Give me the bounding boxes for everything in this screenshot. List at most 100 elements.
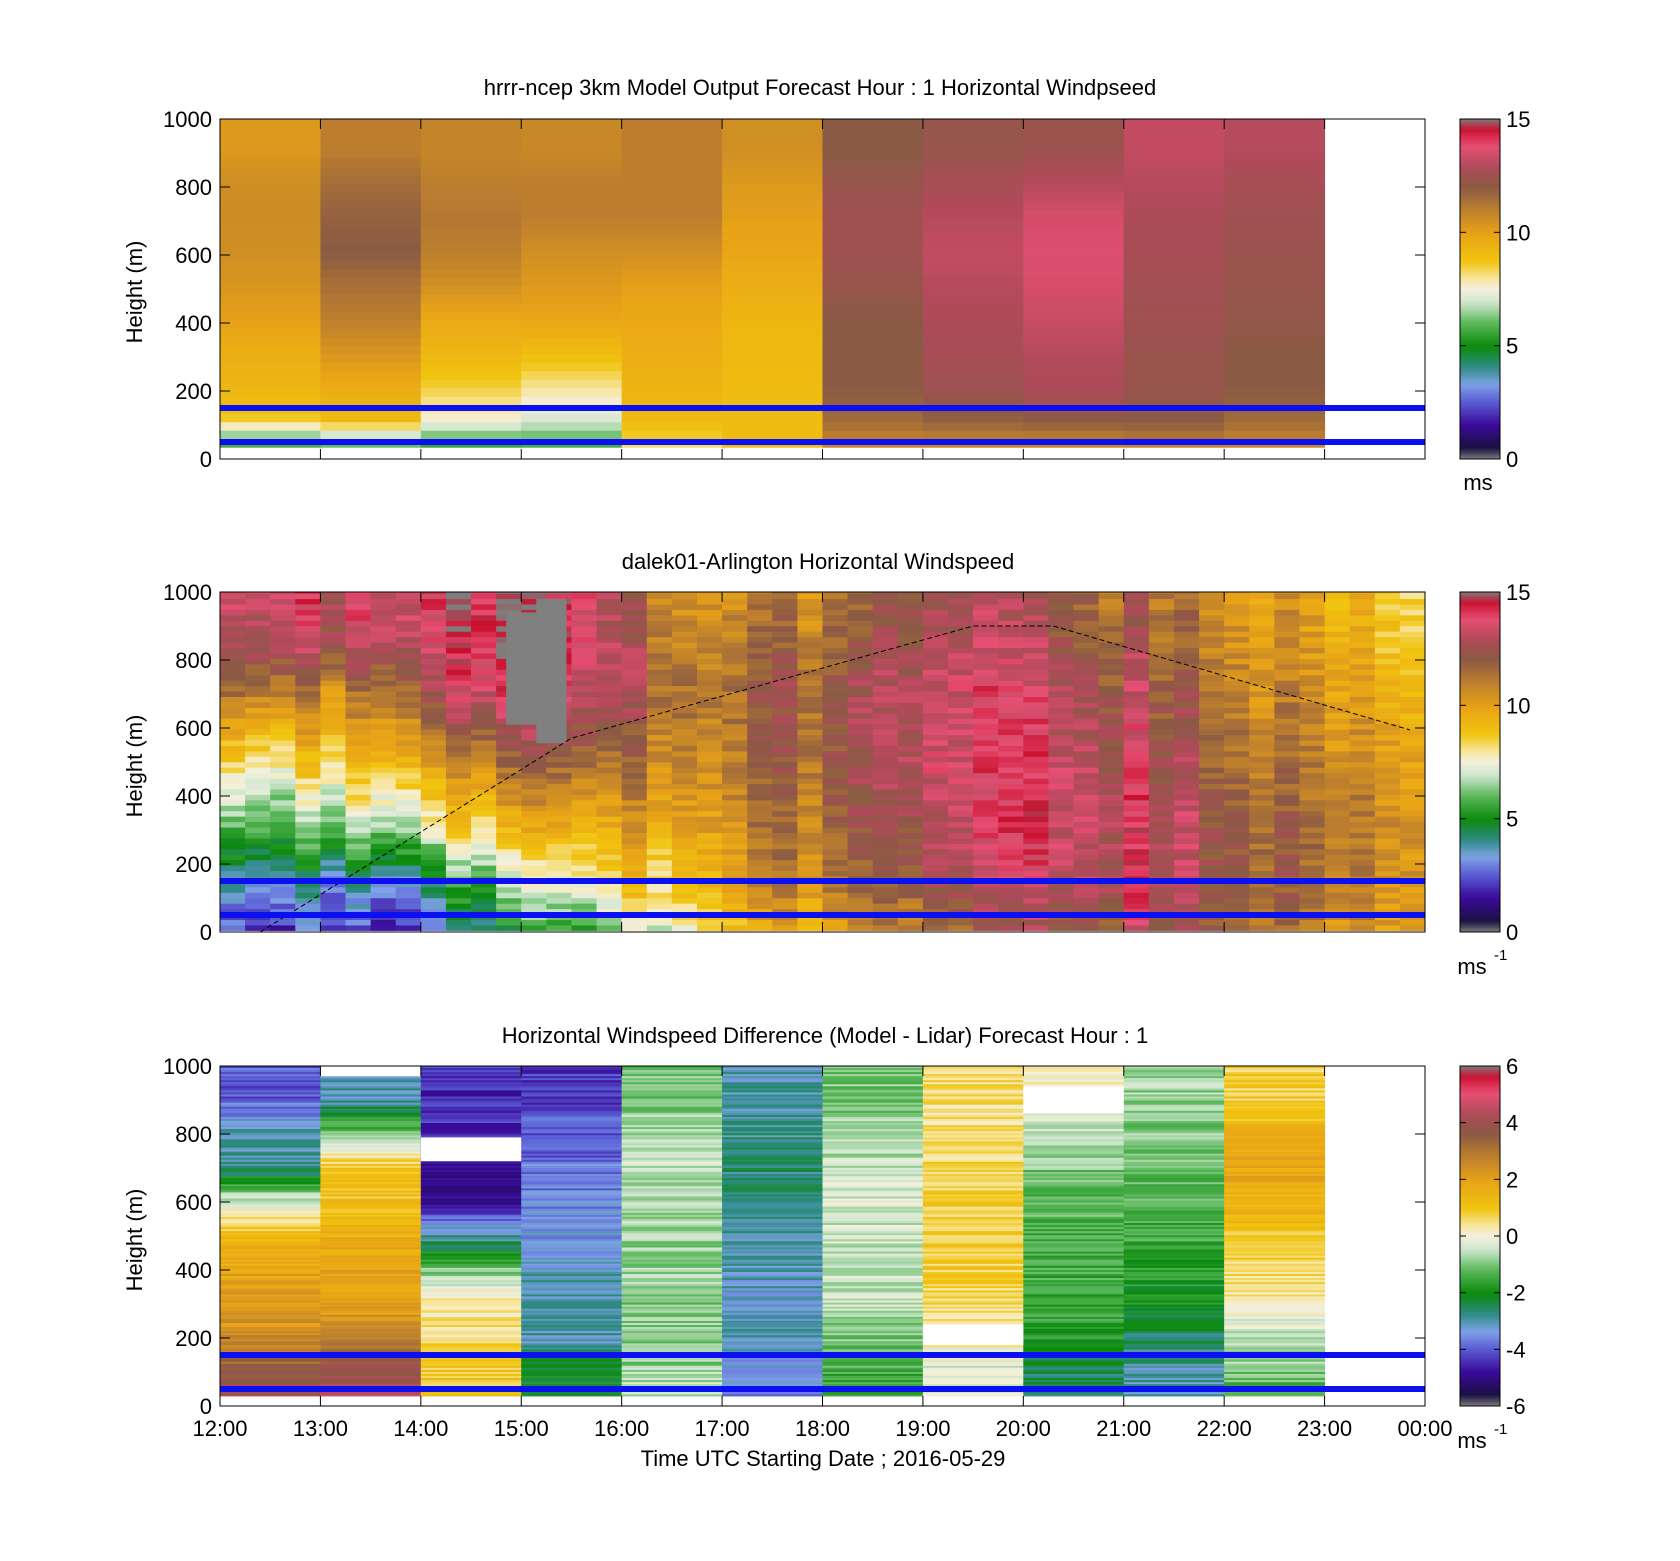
heatmap-cell — [822, 217, 924, 227]
heatmap-cell — [220, 1285, 321, 1289]
heatmap-cell — [998, 865, 1024, 872]
heatmap-cell — [496, 794, 522, 801]
heatmap-cell — [922, 209, 1024, 219]
heatmap-cell — [521, 903, 547, 910]
heatmap-cell — [320, 1151, 422, 1154]
heatmap-cell — [1349, 680, 1376, 687]
heatmap-cell — [521, 1222, 623, 1226]
heatmap-cell — [1123, 690, 1150, 697]
heatmap-cell — [320, 1285, 422, 1289]
heatmap-cell — [320, 1120, 422, 1124]
heatmap-cell — [922, 783, 949, 790]
heatmap-cell — [370, 663, 397, 670]
heatmap-cell — [948, 718, 974, 725]
heatmap-cell — [646, 631, 673, 638]
heatmap-cell — [797, 620, 823, 627]
heatmap-cell — [1224, 641, 1250, 649]
heatmap-cell — [897, 772, 924, 779]
heatmap-cell — [922, 1267, 1024, 1270]
heatmap-cell — [847, 843, 874, 850]
heatmap-cell — [621, 1299, 723, 1303]
heatmap-cell — [1374, 821, 1401, 828]
heatmap-cell — [922, 1279, 1024, 1283]
heatmap-cell — [320, 1338, 422, 1342]
heatmap-cell — [722, 1146, 823, 1150]
heatmap-cell — [521, 1173, 623, 1177]
heatmap-cell — [220, 1157, 321, 1160]
heatmap-cell — [220, 1234, 321, 1238]
heatmap-cell — [395, 690, 422, 697]
heatmap-cell — [370, 767, 397, 774]
heatmap-cell — [822, 658, 849, 665]
heatmap-cell — [696, 701, 723, 708]
heatmap-cell — [847, 756, 874, 763]
heatmap-cell — [1098, 799, 1125, 806]
heatmap-cell — [320, 1226, 422, 1230]
heatmap-cell — [220, 641, 246, 649]
heatmap-cell — [1249, 881, 1275, 888]
heatmap-cell — [722, 1306, 823, 1309]
heatmap-cell — [621, 1193, 723, 1197]
heatmap-cell — [370, 837, 397, 844]
heatmap-cell — [797, 881, 823, 888]
heatmap-cell — [320, 685, 347, 692]
heatmap-cell — [220, 1093, 321, 1097]
heatmap-cell — [1023, 1216, 1125, 1219]
heatmap-cell — [521, 1326, 623, 1330]
heatmap-cell — [320, 1234, 422, 1238]
heatmap-cell — [1123, 285, 1225, 295]
heatmap-cell — [320, 729, 347, 736]
heatmap-cell — [245, 881, 271, 888]
heatmap-cell — [295, 696, 321, 703]
heatmap-cell — [320, 892, 347, 899]
heatmap-cell — [245, 696, 271, 703]
heatmap-cell — [847, 924, 874, 931]
heatmap-cell — [922, 1104, 1024, 1107]
heatmap-cell — [320, 1295, 422, 1299]
heatmap-cell — [420, 1357, 522, 1360]
heatmap-cell — [521, 387, 623, 397]
heatmap-cell — [671, 881, 698, 888]
heatmap-cell — [521, 1275, 623, 1279]
heatmap-cell — [922, 1320, 1024, 1323]
heatmap-cell — [395, 865, 422, 872]
heatmap-cell — [646, 772, 673, 779]
heatmap-cell — [1023, 865, 1049, 872]
heatmap-cell — [420, 1308, 522, 1311]
heatmap-cell — [220, 620, 246, 627]
heatmap-cell — [420, 652, 447, 659]
heatmap-cell — [1173, 593, 1200, 600]
heatmap-cell — [621, 1391, 723, 1395]
heatmap-cell — [1249, 805, 1275, 812]
heatmap-cell — [295, 701, 321, 708]
heatmap-cell — [295, 859, 321, 866]
heatmap-cell — [1023, 319, 1125, 329]
heatmap-cell — [722, 1089, 823, 1093]
heatmap-cell — [822, 1377, 924, 1381]
heatmap-cell — [621, 158, 723, 168]
heatmap-cell — [521, 1338, 623, 1342]
heatmap-cell — [571, 669, 598, 676]
heatmap-cell — [621, 166, 723, 176]
heatmap-cell — [722, 881, 748, 888]
heatmap-cell — [897, 652, 924, 659]
heatmap-cell — [621, 1226, 723, 1230]
heatmap-cell — [521, 777, 547, 785]
heatmap-cell — [1249, 859, 1275, 866]
heatmap-cell — [521, 1161, 623, 1164]
heatmap-cell — [471, 783, 497, 790]
heatmap-cell — [1148, 723, 1175, 730]
heatmap-cell — [897, 598, 924, 605]
heatmap-cell — [1023, 277, 1125, 287]
heatmap-cell — [1349, 718, 1376, 725]
heatmap-cell — [1249, 609, 1275, 616]
heatmap-cell — [621, 756, 648, 763]
heatmap-cell — [621, 1301, 723, 1305]
heatmap-cell — [395, 658, 422, 665]
heatmap-cell — [722, 1279, 823, 1283]
heatmap-cell — [922, 837, 949, 844]
heatmap-cell — [772, 674, 798, 681]
heatmap-cell — [295, 641, 321, 649]
heatmap-cell — [722, 1324, 823, 1328]
heatmap-cell — [1123, 745, 1150, 752]
